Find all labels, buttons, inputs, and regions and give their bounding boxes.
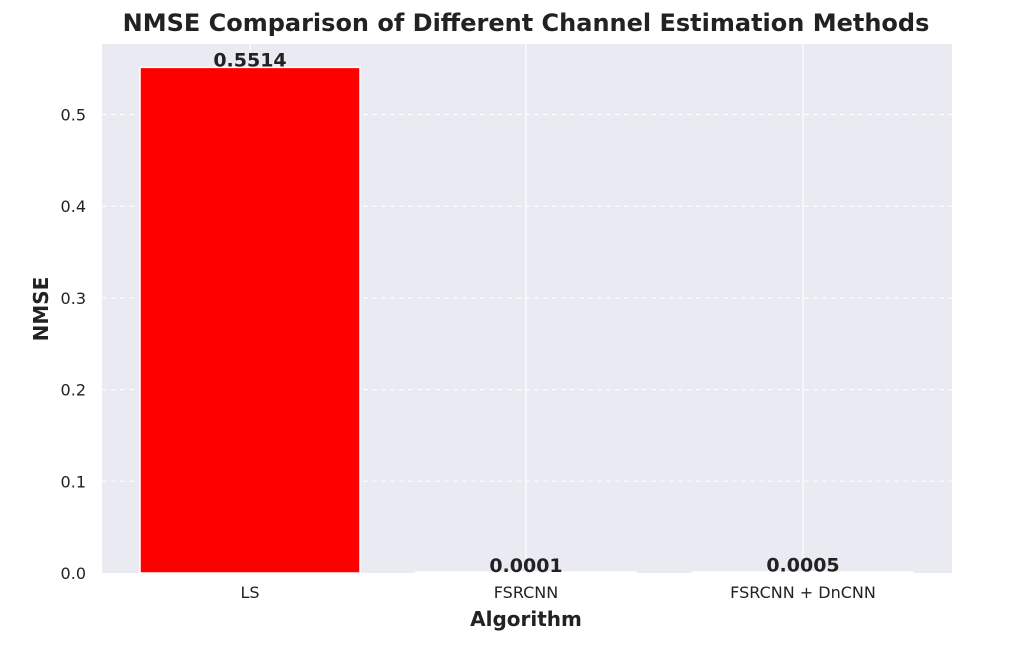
bar-ls bbox=[139, 66, 361, 574]
y-tick-label: 0.4 bbox=[61, 197, 86, 216]
horizontal-gridlines bbox=[102, 114, 952, 482]
y-axis-label: NMSE bbox=[29, 277, 53, 342]
bar-fsrcnn-dncnn bbox=[692, 571, 914, 574]
chart-title: NMSE Comparison of Different Channel Est… bbox=[123, 9, 930, 37]
x-tick-label: FSRCNN bbox=[494, 583, 559, 602]
x-tick-labels-group: LS FSRCNN FSRCNN + DnCNN bbox=[240, 583, 875, 602]
y-tick-label: 0.0 bbox=[61, 564, 86, 583]
bars-group bbox=[139, 66, 914, 574]
y-tick-label: 0.5 bbox=[61, 106, 86, 125]
bar-value-label: 0.0001 bbox=[489, 555, 562, 577]
y-tick-label: 0.3 bbox=[61, 289, 86, 308]
value-labels-group: 0.5514 0.0001 0.0005 bbox=[213, 49, 839, 577]
x-axis-label: Algorithm bbox=[470, 607, 582, 631]
bar-value-label: 0.5514 bbox=[213, 49, 286, 71]
bar-value-label: 0.0005 bbox=[766, 555, 839, 577]
x-tick-label: FSRCNN + DnCNN bbox=[730, 583, 876, 602]
y-tick-labels-group: 0.0 0.1 0.2 0.3 0.4 0.5 bbox=[61, 106, 86, 584]
y-tick-label: 0.1 bbox=[61, 472, 86, 491]
x-tick-label: LS bbox=[240, 583, 259, 602]
y-tick-label: 0.2 bbox=[61, 381, 86, 400]
bar-fsrcnn bbox=[415, 571, 637, 574]
